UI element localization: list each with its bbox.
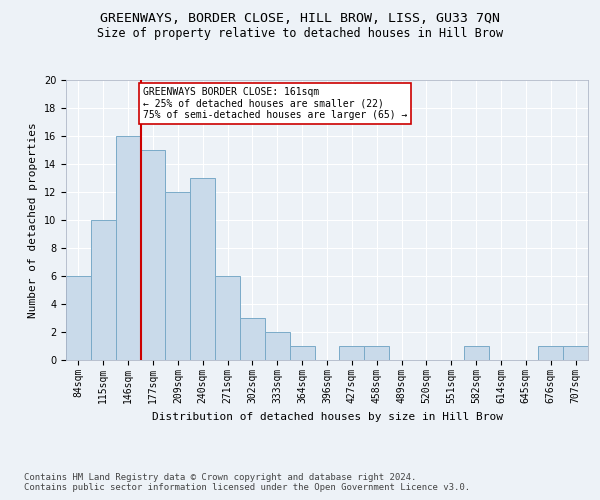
Text: Size of property relative to detached houses in Hill Brow: Size of property relative to detached ho… — [97, 28, 503, 40]
Bar — [190, 178, 215, 360]
Bar — [290, 346, 314, 360]
Bar — [140, 150, 166, 360]
Bar — [538, 346, 563, 360]
Bar — [265, 332, 290, 360]
Bar — [215, 276, 240, 360]
Bar — [340, 346, 364, 360]
Text: GREENWAYS BORDER CLOSE: 161sqm
← 25% of detached houses are smaller (22)
75% of : GREENWAYS BORDER CLOSE: 161sqm ← 25% of … — [143, 87, 407, 120]
Text: Contains HM Land Registry data © Crown copyright and database right 2024.: Contains HM Land Registry data © Crown c… — [24, 472, 416, 482]
Y-axis label: Number of detached properties: Number of detached properties — [28, 122, 38, 318]
Bar — [91, 220, 116, 360]
Bar — [240, 318, 265, 360]
Bar — [364, 346, 389, 360]
Bar — [166, 192, 190, 360]
Text: Contains public sector information licensed under the Open Government Licence v3: Contains public sector information licen… — [24, 484, 470, 492]
Bar — [464, 346, 488, 360]
Text: Distribution of detached houses by size in Hill Brow: Distribution of detached houses by size … — [151, 412, 503, 422]
Text: GREENWAYS, BORDER CLOSE, HILL BROW, LISS, GU33 7QN: GREENWAYS, BORDER CLOSE, HILL BROW, LISS… — [100, 12, 500, 26]
Bar — [563, 346, 588, 360]
Bar — [66, 276, 91, 360]
Bar — [116, 136, 140, 360]
